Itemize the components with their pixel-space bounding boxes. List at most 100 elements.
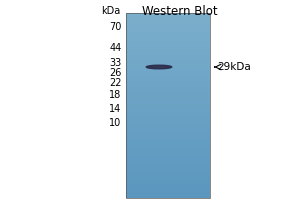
Bar [126, 56, 210, 57]
Bar [126, 191, 210, 192]
Bar [126, 19, 210, 20]
Bar [126, 17, 210, 19]
Bar [126, 161, 210, 163]
Text: 14: 14 [109, 104, 122, 114]
Bar [126, 59, 210, 61]
Bar [126, 159, 210, 161]
Bar [126, 24, 210, 26]
Bar [126, 165, 210, 167]
Bar [126, 185, 210, 187]
Bar [126, 61, 210, 63]
Bar [126, 124, 210, 126]
Bar [126, 189, 210, 191]
Bar [126, 137, 210, 139]
Bar [126, 74, 210, 76]
Bar [126, 67, 210, 68]
Bar [126, 157, 210, 159]
Bar [126, 176, 210, 178]
Text: 33: 33 [109, 58, 122, 68]
Bar [126, 78, 210, 80]
Bar [126, 22, 210, 24]
Text: 18: 18 [109, 90, 122, 100]
Bar [126, 111, 210, 113]
Bar [126, 39, 210, 41]
Bar [126, 135, 210, 137]
Bar [126, 109, 210, 111]
Bar [126, 85, 210, 87]
Bar [126, 72, 210, 74]
Bar [126, 196, 210, 198]
Bar [126, 13, 210, 15]
Bar [126, 117, 210, 118]
Bar [126, 183, 210, 185]
Bar [126, 122, 210, 124]
Bar [126, 174, 210, 176]
Bar [126, 48, 210, 50]
Text: 44: 44 [109, 43, 122, 53]
Bar [126, 155, 210, 157]
Bar [126, 167, 210, 168]
Bar [126, 192, 210, 194]
Bar [126, 133, 210, 135]
Bar [126, 131, 210, 133]
Bar [126, 35, 210, 37]
Text: 22: 22 [109, 78, 122, 88]
Bar [126, 130, 210, 131]
Bar [126, 115, 210, 117]
Bar [126, 154, 210, 155]
Text: 26: 26 [109, 68, 122, 78]
Bar [126, 52, 210, 54]
Bar [126, 181, 210, 183]
Bar [126, 50, 210, 52]
Bar [126, 113, 210, 115]
Bar [126, 126, 210, 128]
Ellipse shape [146, 65, 172, 69]
Bar [126, 28, 210, 30]
Bar [126, 178, 210, 180]
Bar [126, 87, 210, 89]
Bar [126, 57, 210, 59]
Bar [126, 107, 210, 109]
Bar [126, 91, 210, 93]
Text: Western Blot: Western Blot [142, 5, 218, 18]
Bar [126, 63, 210, 65]
Bar [126, 96, 210, 98]
Bar [126, 44, 210, 46]
Bar [126, 180, 210, 181]
Bar [126, 141, 210, 142]
Bar [126, 30, 210, 31]
Bar [126, 13, 210, 198]
Bar [126, 104, 210, 106]
Text: 10: 10 [109, 118, 122, 128]
Bar [126, 148, 210, 150]
Bar [126, 98, 210, 100]
Bar [126, 105, 210, 107]
Bar [126, 70, 210, 72]
Bar [126, 68, 210, 70]
Bar [126, 128, 210, 130]
Bar [126, 139, 210, 141]
Bar [126, 83, 210, 85]
Bar [126, 46, 210, 48]
Bar [126, 144, 210, 146]
Bar [126, 54, 210, 56]
Bar [126, 80, 210, 81]
Bar [126, 187, 210, 189]
Bar [126, 150, 210, 152]
Text: 70: 70 [109, 22, 122, 32]
Bar [126, 93, 210, 94]
Bar [126, 20, 210, 22]
Bar [126, 41, 210, 43]
Bar [126, 76, 210, 78]
Bar [126, 102, 210, 104]
Text: kDa: kDa [101, 6, 120, 16]
Bar [126, 65, 210, 67]
Bar [126, 146, 210, 148]
Bar [126, 170, 210, 172]
Bar [126, 142, 210, 144]
Bar [126, 168, 210, 170]
Bar [126, 31, 210, 33]
Bar [126, 118, 210, 120]
Bar [126, 194, 210, 196]
Bar [126, 172, 210, 174]
